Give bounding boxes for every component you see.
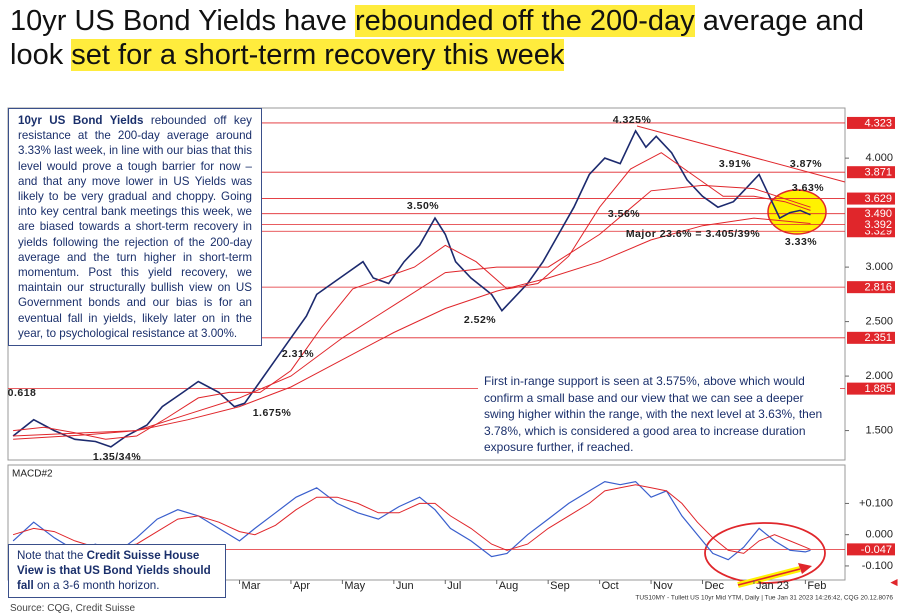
annotation: 2.52% [464, 314, 496, 326]
annotation: 1.675% [253, 407, 292, 419]
annotation: 2.31% [282, 348, 314, 360]
level-box [847, 116, 895, 129]
level-label: 2.351 [864, 332, 892, 344]
x-tick-label: Jun [396, 580, 414, 592]
title-part: 10yr US Bond Yields have [10, 5, 355, 37]
arrow-head [798, 563, 812, 574]
note-part: Credit Suisse House View is that US Bond… [17, 549, 211, 593]
series-line [12, 484, 811, 554]
level-label: 3.871 [864, 167, 892, 179]
commentary-part: rebounded off key resistance at the 200-… [18, 114, 252, 340]
outlook-box: First in-range support is seen at 3.575%… [478, 371, 840, 458]
panel-label: MACD#2 [12, 469, 53, 480]
y-tick-label: 3.000 [865, 261, 893, 273]
annotation: 0.618 [8, 387, 37, 399]
x-tick-label: Nov [653, 580, 673, 592]
annotation: 4.325% [613, 114, 652, 126]
series-line [13, 217, 811, 440]
level-label: 3.392 [864, 219, 892, 231]
x-tick-label: Aug [499, 580, 519, 592]
annotation: 3.33% [785, 236, 817, 248]
series-line [12, 480, 811, 561]
level-box [847, 543, 895, 556]
annotation: Major 23.6% = 3.405/39% [626, 228, 761, 240]
annotation: 1.35/34% [93, 451, 142, 463]
annotation: 3.56% [608, 208, 640, 220]
series-line [12, 129, 811, 448]
title-part: set for a short-term recovery this week [71, 39, 565, 71]
title: 10yr US Bond Yields have rebounded off t… [10, 4, 895, 72]
annotation: 3.91% [719, 158, 751, 170]
level-box [847, 218, 895, 231]
level-label: -0.047 [861, 544, 892, 556]
x-tick-label: Jul [447, 580, 461, 592]
source: Source: CQG, Credit Suisse [10, 603, 136, 613]
series-line [13, 152, 811, 440]
level-label: 1.885 [864, 383, 892, 395]
trend-line [636, 125, 846, 183]
level-box [847, 382, 895, 395]
note-part: Note that the [17, 549, 87, 562]
highlight-circle [704, 522, 826, 584]
x-tick-label: Feb [807, 580, 826, 592]
note-part: on a 3-6 month horizon. [33, 579, 160, 593]
title-part: average and look [10, 5, 864, 71]
y-tick-label: 4.000 [865, 152, 893, 164]
x-tick-label: Dec [704, 580, 724, 592]
series-line [13, 184, 811, 437]
annotation: 3.50% [407, 200, 439, 212]
y-tick-label: +0.100 [859, 497, 893, 509]
x-tick-label: Oct [602, 580, 619, 592]
x-tick-label: Jan 23 [756, 580, 789, 592]
footer: TUS10MY - Tullett US 10yr Mid YTM, Daily… [635, 595, 893, 602]
y-tick-label: 2.500 [865, 316, 893, 328]
annotation: 3.63% [792, 182, 824, 194]
arrow-icon: ◄ [888, 575, 900, 589]
level-label: 3.629 [864, 193, 892, 205]
level-label: 4.323 [864, 117, 892, 129]
commentary-box: 10yr US Bond Yields rebounded off key re… [8, 108, 262, 347]
y-tick-label: -0.100 [862, 560, 893, 572]
y-tick-label: 2.000 [865, 370, 893, 382]
level-box [847, 166, 895, 179]
x-tick-label: Apr [293, 580, 310, 592]
level-label: 3.490 [864, 208, 892, 220]
arrow-line [737, 568, 801, 586]
level-box [847, 281, 895, 294]
x-tick-label: Mar [241, 580, 260, 592]
y-tick-label: 0.000 [865, 529, 893, 541]
level-label: 2.816 [864, 282, 892, 294]
annotation: 3.87% [790, 158, 822, 170]
x-tick-label: Sep [550, 580, 570, 592]
title-part: rebounded off the 200-day [354, 5, 695, 37]
x-tick-label: May [344, 580, 365, 592]
level-box [847, 207, 895, 220]
level-box [847, 331, 895, 344]
level-box [847, 192, 895, 205]
commentary-part: 10yr US Bond Yields [18, 114, 144, 127]
y-tick-label: 1.500 [865, 424, 893, 436]
note-box: Note that the Credit Suisse House View i… [8, 544, 226, 598]
